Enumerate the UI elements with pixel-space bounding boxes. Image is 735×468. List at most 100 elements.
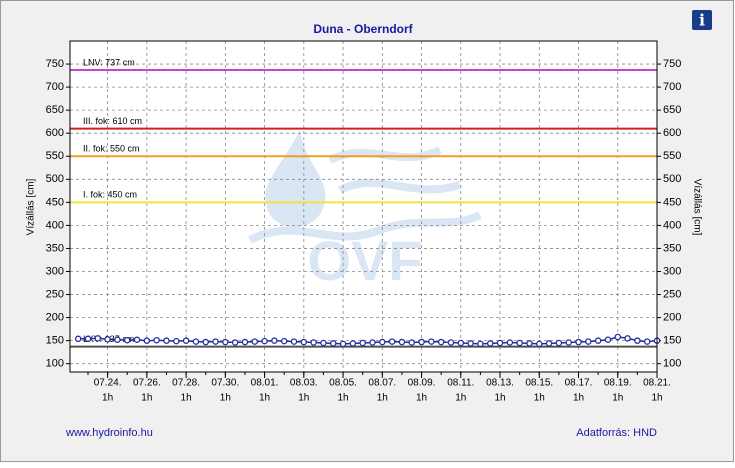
x-tick-label: 08.01. [251, 378, 279, 389]
data-point [359, 339, 366, 347]
data-point [643, 338, 651, 345]
y2-tick-label: 200 [663, 312, 681, 324]
y2-tick-label: 600 [663, 127, 681, 139]
y2-tick-label: 100 [663, 358, 681, 370]
threshold-label: LNV: 737 cm [83, 57, 135, 67]
data-point [614, 333, 622, 341]
x-tick-label: 08.05. [329, 378, 357, 389]
data-point [114, 336, 121, 343]
x-tick-label: 08.21. [643, 378, 671, 389]
data-point [84, 335, 92, 343]
data-point [388, 338, 396, 345]
data-point [506, 339, 514, 346]
footer-source: Adatforrás: HND [576, 427, 657, 439]
data-point [398, 338, 406, 346]
data-point [320, 339, 327, 347]
y-tick-label: 450 [46, 196, 64, 208]
data-point [565, 339, 572, 346]
watermark-text: OVF [307, 229, 422, 292]
data-point [536, 340, 543, 348]
threshold-label: III. fok: 610 cm [83, 116, 142, 126]
data-point [123, 336, 131, 344]
x-tick-label: 1h [220, 393, 231, 404]
data-point [300, 338, 308, 346]
data-point [437, 338, 445, 346]
y-tick-label: 600 [46, 127, 64, 139]
data-point [330, 340, 337, 347]
data-point [261, 337, 268, 345]
y-tick-label: 150 [46, 335, 64, 347]
data-point [143, 337, 151, 344]
y-tick-label: 400 [46, 219, 64, 231]
y-tick-label: 300 [46, 265, 64, 277]
y-tick-label: 750 [46, 58, 64, 70]
data-point [241, 338, 249, 346]
x-tick-label: 1h [455, 393, 466, 404]
y-tick-label: 700 [46, 81, 64, 93]
x-tick-label: 1h [337, 393, 348, 404]
chart-title: Duna - Oberndorf [313, 22, 413, 36]
data-point [182, 337, 190, 344]
data-point [555, 339, 563, 347]
y2-tick-label: 750 [663, 58, 681, 70]
data-point [271, 337, 278, 344]
data-point [447, 339, 455, 346]
y-tick-label: 500 [46, 173, 64, 185]
data-point [594, 337, 602, 344]
data-point [74, 335, 82, 343]
data-point [251, 338, 259, 345]
data-point [526, 340, 533, 347]
data-point [212, 338, 219, 345]
data-point [310, 339, 317, 346]
data-point [624, 335, 631, 342]
y2-tick-label: 300 [663, 265, 681, 277]
x-tick-label: 08.17. [565, 378, 593, 389]
y-tick-label: 200 [46, 312, 64, 324]
y-tick-label: 250 [46, 288, 64, 300]
data-point [496, 339, 504, 347]
x-tick-label: 08.03. [290, 378, 318, 389]
footer-link[interactable]: www.hydroinfo.hu [65, 427, 153, 439]
data-point [379, 338, 386, 346]
y2-tick-label: 550 [663, 150, 681, 162]
x-tick-label: 1h [102, 393, 113, 404]
svg-text:i: i [699, 11, 705, 30]
y2-tick-label: 700 [663, 81, 681, 93]
y-tick-label: 350 [46, 242, 64, 254]
y2-tick-label: 650 [663, 104, 681, 116]
plot-area [70, 41, 657, 372]
y-tick-label: 100 [46, 358, 64, 370]
x-tick-label: 08.13. [486, 378, 514, 389]
y2-tick-label: 150 [663, 335, 681, 347]
data-point [202, 338, 209, 346]
data-point [604, 336, 612, 343]
data-point [408, 339, 415, 346]
x-tick-label: 1h [416, 393, 427, 404]
info-icon[interactable]: i [692, 10, 712, 30]
data-point [545, 340, 553, 347]
y2-tick-label: 350 [663, 242, 681, 254]
data-point [153, 336, 160, 344]
x-tick-label: 1h [298, 393, 309, 404]
y2-axis-label: Vízállás [cm] [691, 179, 702, 236]
x-tick-label: 1h [494, 393, 505, 404]
x-tick-label: 08.11. [447, 378, 474, 389]
data-point [418, 338, 425, 346]
y-axis-label: Vízállás [cm] [26, 178, 37, 235]
x-tick-label: 08.19. [604, 378, 632, 389]
data-point [133, 336, 141, 343]
y2-tick-label: 450 [663, 196, 681, 208]
data-point [94, 335, 102, 342]
data-point [585, 338, 592, 345]
threshold-label: II. fok: 550 cm [83, 144, 140, 154]
x-tick-label: 1h [141, 393, 152, 404]
x-tick-label: 1h [259, 393, 270, 404]
x-tick-label: 1h [377, 393, 388, 404]
y-tick-label: 550 [46, 150, 64, 162]
data-point [339, 340, 347, 348]
data-point [477, 340, 484, 348]
x-tick-label: 1h [181, 393, 192, 404]
y2-tick-label: 500 [663, 173, 681, 185]
data-point [369, 339, 376, 346]
